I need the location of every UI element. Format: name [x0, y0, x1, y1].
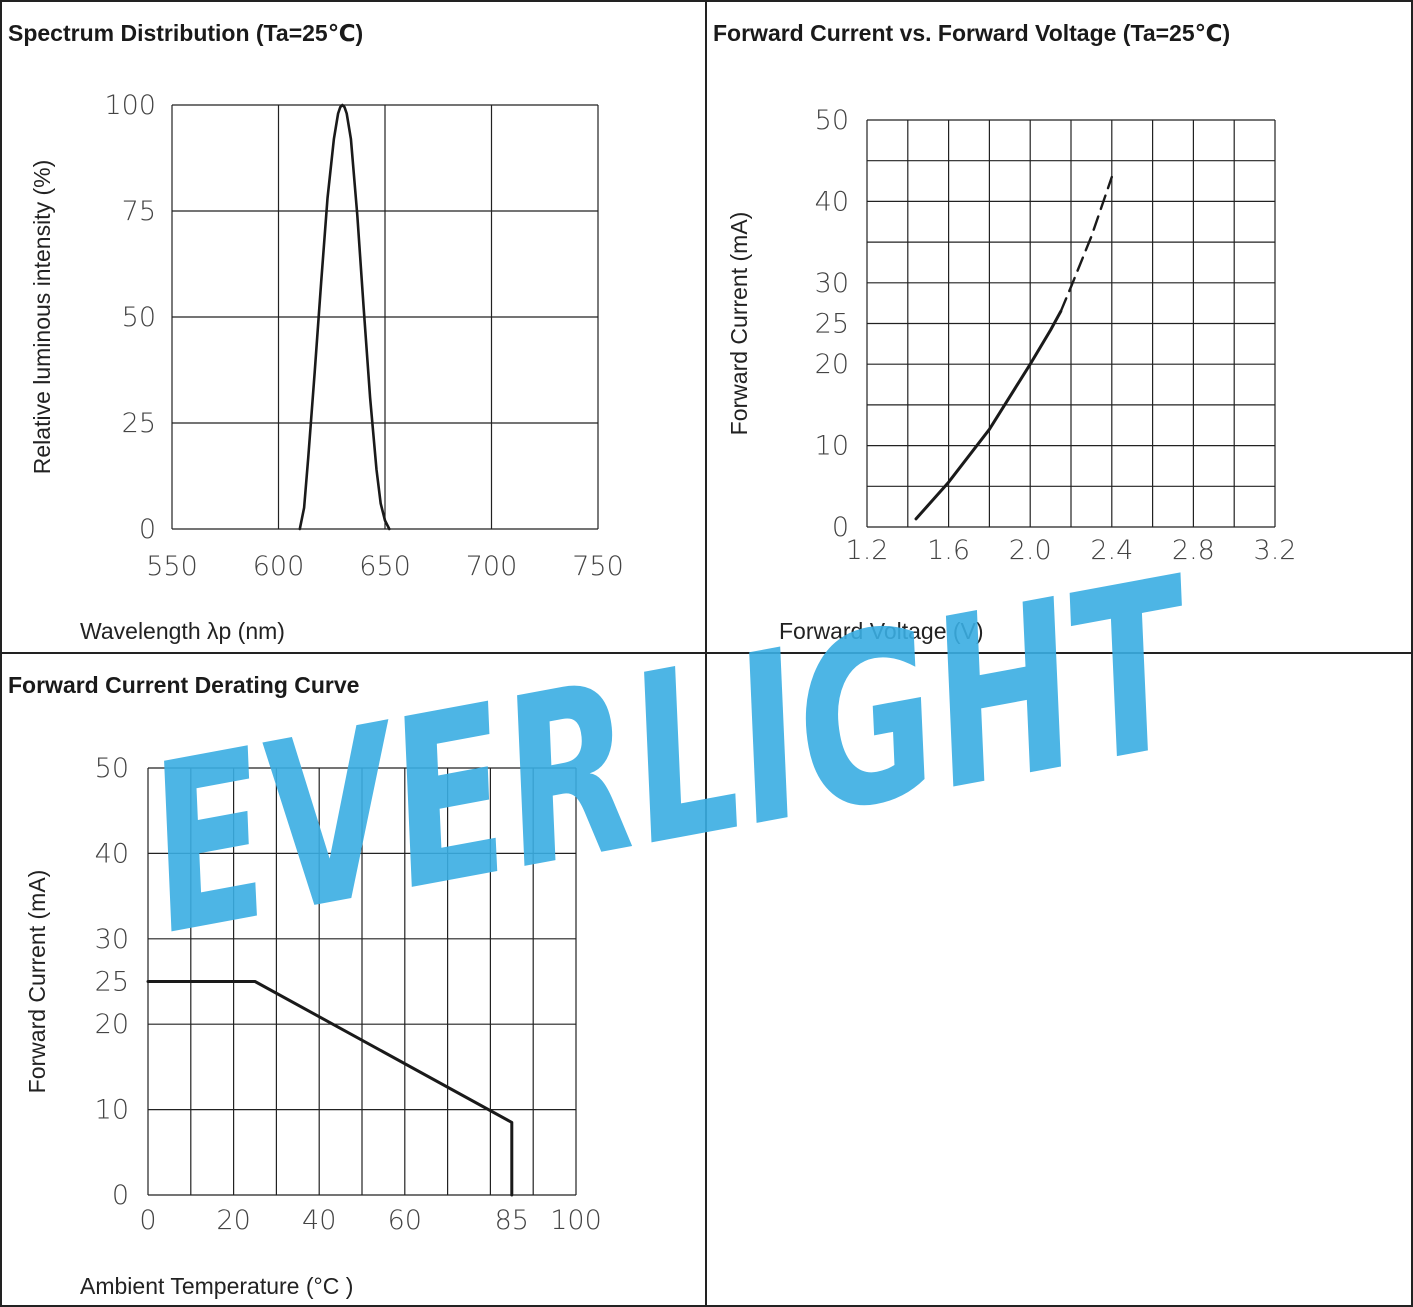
iv-chart-title: Forward Current vs. Forward Voltage (Ta=… — [713, 20, 1231, 46]
x-tick-label: 1.2 — [846, 535, 889, 566]
y-tick-label: 0 — [112, 1180, 129, 1211]
x-tick-label: 20 — [216, 1205, 250, 1236]
x-tick-label: 0 — [139, 1205, 156, 1236]
empty-panel — [705, 652, 1413, 1307]
x-tick-label: 1.6 — [927, 535, 970, 566]
y-tick-label: 40 — [95, 838, 129, 869]
series-line-dashed — [1059, 175, 1113, 313]
x-tick-label: 40 — [302, 1205, 336, 1236]
x-tick-label: 85 — [495, 1205, 529, 1236]
x-axis-label: Wavelength λp (nm) — [80, 618, 285, 644]
grid — [147, 767, 577, 1196]
y-tick-label: 50 — [122, 302, 156, 333]
y-tick-label: 20 — [95, 1009, 129, 1040]
x-tick-label: 650 — [359, 551, 411, 582]
spectrum-plot: 0 25 50 75 100 550 600 650 700 750 Relative lumino… — [29, 90, 624, 644]
spectrum-chart-panel: Spectrum Distribution (Ta=25℃) 0 25 50 75 10… — [0, 0, 707, 654]
y-tick-label: 40 — [815, 186, 849, 217]
x-tick-label: 2.4 — [1090, 535, 1133, 566]
y-tick-label: 25 — [95, 967, 129, 998]
y-tick-label: 25 — [122, 408, 156, 439]
series-line-solid — [298, 103, 391, 531]
x-tick-label: 2.0 — [1009, 535, 1052, 566]
x-tick-label: 2.8 — [1172, 535, 1215, 566]
spectrum-chart-title: Spectrum Distribution (Ta=25℃) — [8, 20, 364, 46]
derating-chart-title: Forward Current Derating Curve — [8, 672, 360, 698]
iv-plot: 0 10 20 25 30 40 50 1.2 1.6 2.0 2.4 2.8 3.2 Forward C… — [726, 105, 1297, 644]
y-axis-label: Forward Current (mA) — [24, 870, 50, 1094]
x-tick-label: 60 — [388, 1205, 422, 1236]
iv-chart-panel: Forward Current vs. Forward Voltage (Ta=… — [705, 0, 1413, 654]
y-tick-label: 25 — [815, 309, 849, 340]
y-tick-label: 20 — [815, 349, 849, 380]
y-tick-label: 30 — [815, 268, 849, 299]
y-tick-label: 10 — [95, 1095, 129, 1126]
x-tick-label: 600 — [253, 551, 305, 582]
y-tick-label: 100 — [104, 90, 156, 121]
x-tick-label: 100 — [550, 1205, 602, 1236]
series-line-solid — [914, 309, 1063, 521]
x-axis-label: Ambient Temperature (°C ) — [80, 1273, 353, 1299]
series-line-solid — [146, 980, 514, 1197]
y-tick-label: 30 — [95, 924, 129, 955]
x-tick-label: 3.2 — [1254, 535, 1297, 566]
x-axis-label: Forward Voltage (V) — [779, 618, 984, 644]
grid — [171, 104, 599, 530]
x-tick-label: 750 — [572, 551, 624, 582]
y-tick-label: 0 — [832, 512, 849, 543]
y-tick-label: 50 — [815, 105, 849, 136]
x-tick-label: 700 — [466, 551, 518, 582]
y-tick-label: 10 — [815, 431, 849, 462]
y-axis-label: Relative luminous intensity (%) — [29, 160, 55, 474]
y-tick-label: 0 — [139, 514, 156, 545]
grid — [866, 119, 1276, 528]
x-tick-label: 550 — [146, 551, 198, 582]
y-tick-label: 75 — [122, 196, 156, 227]
y-tick-label: 50 — [95, 753, 129, 784]
derating-chart-panel: Forward Current Derating Curve 0 10 20 25 30… — [0, 652, 707, 1307]
derating-plot: 0 10 20 25 30 40 50 0 20 40 60 85 100 Forward Current… — [24, 753, 602, 1299]
y-axis-label: Forward Current (mA) — [726, 212, 752, 436]
